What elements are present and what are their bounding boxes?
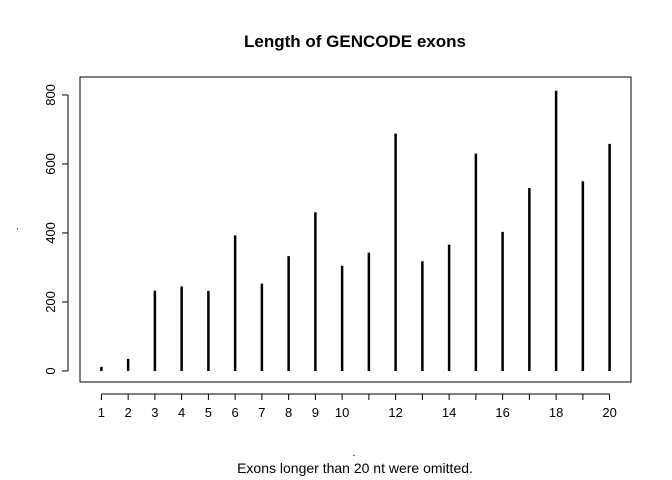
x-tick-label: 14 <box>442 405 456 420</box>
y-axis-label: . <box>9 227 21 230</box>
x-tick-label: 5 <box>205 405 212 420</box>
y-tick-label: 200 <box>43 291 58 313</box>
y-tick-label: 800 <box>43 84 58 106</box>
x-tick-label: 4 <box>178 405 185 420</box>
x-tick-label: 2 <box>125 405 132 420</box>
y-tick-label: 600 <box>43 153 58 175</box>
x-tick-label: 7 <box>258 405 265 420</box>
x-axis: 1 2 3 4 5 6 7 8 9 10 12 14 16 18 20 <box>98 393 617 420</box>
plot-frame <box>79 76 632 383</box>
x-tick-label: 10 <box>335 405 349 420</box>
x-tick-label: 20 <box>602 405 616 420</box>
footnote: Exons longer than 20 nt were omitted. <box>237 460 473 476</box>
y-axis: 0 200 400 600 800 <box>43 84 69 375</box>
x-tick-label: 8 <box>285 405 292 420</box>
x-tick-label: 16 <box>495 405 509 420</box>
x-tick-label: 1 <box>98 405 105 420</box>
x-tick-label: 3 <box>151 405 158 420</box>
bars <box>100 90 611 371</box>
x-tick-label: 18 <box>549 405 563 420</box>
y-tick-label: 400 <box>43 222 58 244</box>
y-tick-label: 0 <box>43 367 58 374</box>
chart-title: Length of GENCODE exons <box>244 32 466 51</box>
x-tick-label: 6 <box>232 405 239 420</box>
x-tick-label: 9 <box>312 405 319 420</box>
x-axis-label: . <box>352 447 355 459</box>
x-tick-label: 12 <box>388 405 402 420</box>
